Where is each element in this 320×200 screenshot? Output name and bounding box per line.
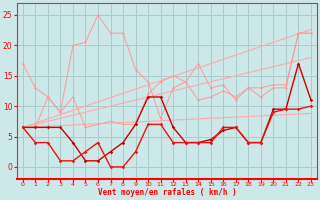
X-axis label: Vent moyen/en rafales ( km/h ): Vent moyen/en rafales ( km/h ) [98,188,236,197]
